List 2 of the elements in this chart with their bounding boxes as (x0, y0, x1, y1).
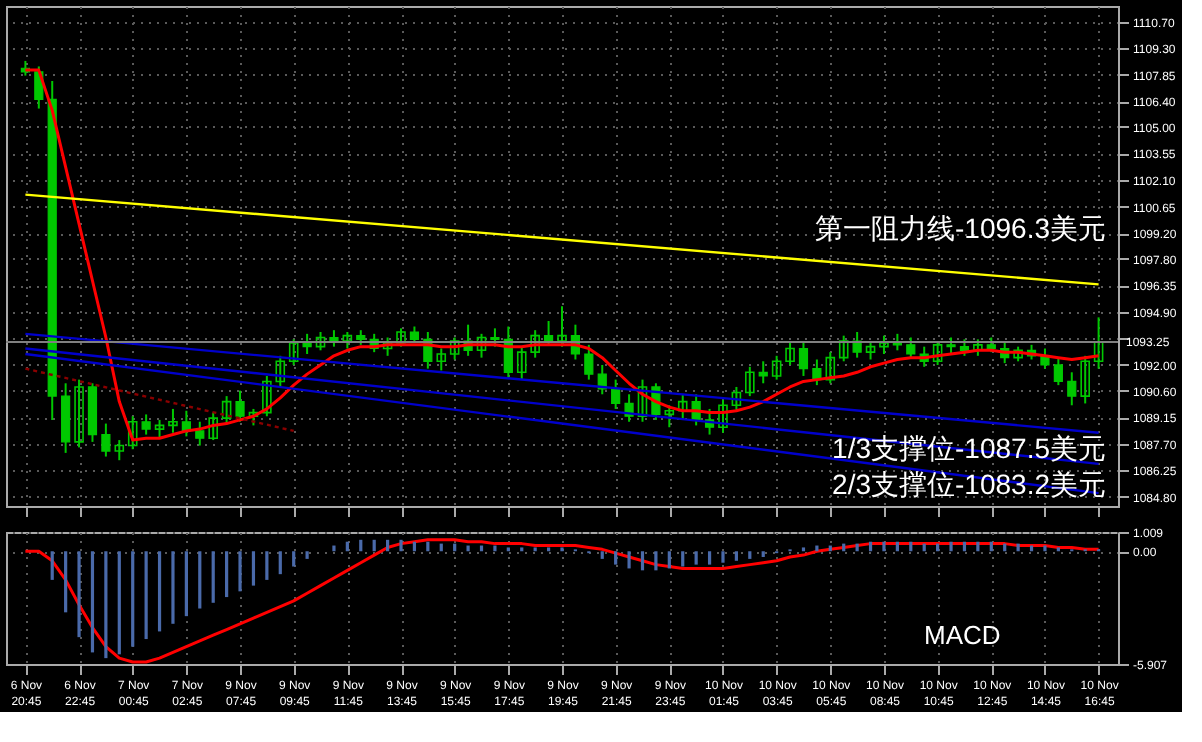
annotation: MACD (924, 620, 1001, 650)
annotation: 第一阻力线-1096.3美元 (815, 212, 1106, 244)
